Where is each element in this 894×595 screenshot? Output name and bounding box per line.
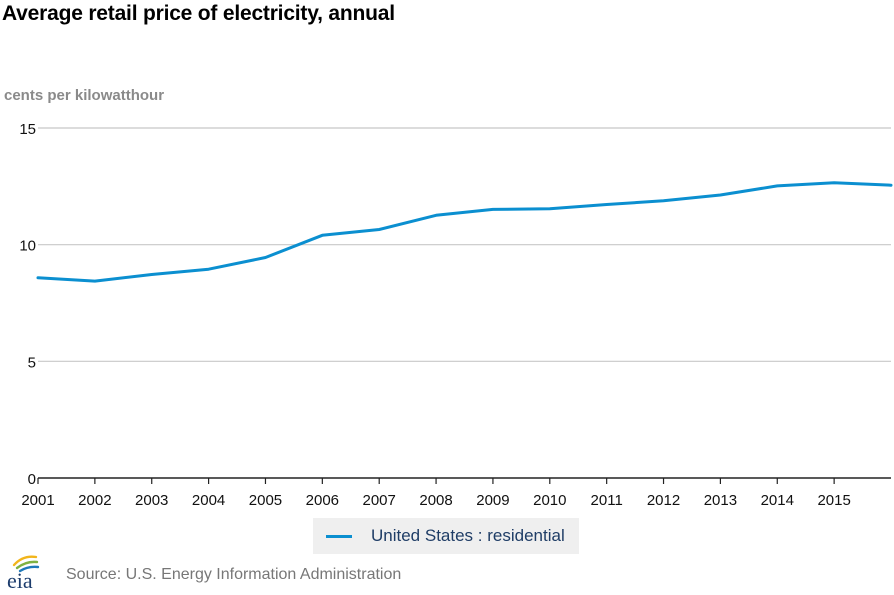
y-tick-label: 0 [28,471,36,488]
legend[interactable]: United States : residential [313,518,579,554]
gridlines [38,127,891,362]
x-tick-label: 2015 [817,492,850,509]
x-tick-label: 2011 [591,492,623,509]
y-tick-label: 10 [19,238,36,255]
y-tick-label: 15 [19,121,36,138]
data-point[interactable] [775,184,779,188]
series-lines [36,181,893,283]
x-tick-label: 2003 [135,492,168,509]
eia-logo: eia [7,555,40,593]
series-line-0 [36,181,893,283]
x-tick-label: 2006 [306,492,339,509]
data-point[interactable] [150,273,154,277]
data-point[interactable] [605,203,609,207]
x-tick-label: 2012 [647,492,680,509]
data-point[interactable] [320,233,324,237]
x-tick-label: 2002 [78,492,111,509]
legend-swatch [326,534,352,538]
x-tick-label: 2010 [533,492,566,509]
data-point[interactable] [93,279,97,283]
eia-logo-arc-green [15,560,39,570]
data-point[interactable] [434,213,438,217]
data-point[interactable] [377,228,381,232]
data-point[interactable] [832,181,836,185]
eia-logo-text: eia [7,568,33,593]
data-point[interactable] [491,207,495,211]
data-point[interactable] [36,276,40,280]
x-tick-label: 2013 [704,492,737,509]
x-tick-label: 2014 [761,492,794,509]
y-tick-label: 5 [28,354,36,371]
x-tick-labels: 2001 2002 2003 2004 2005 2006 2007 2008 2009 2010… [21,492,851,509]
x-tick-label: 2007 [363,492,396,509]
x-tick-label: 2005 [249,492,282,509]
x-tick-label: 2008 [419,492,452,509]
source-note: Source: U.S. Energy Information Administ… [66,566,402,583]
chart-title: Average retail price of electricity, ann… [2,2,395,25]
eia-logo-arc-blue [18,565,40,573]
data-point[interactable] [207,267,211,271]
data-point[interactable] [662,199,666,203]
y-tick-labels: 0 5 10 15 [19,121,36,488]
data-point[interactable] [889,183,893,187]
data-point[interactable] [548,207,552,211]
data-point[interactable] [718,193,722,197]
x-tick-label: 2001 [21,492,54,509]
y-axis-label: cents per kilowatthour [4,87,165,104]
x-axis [37,477,891,484]
x-tick-label: 2009 [476,492,509,509]
data-point[interactable] [263,256,267,260]
x-tick-label: 2004 [192,492,225,509]
eia-logo-arc-yellow [12,555,38,567]
legend-label: United States : residential [371,526,565,545]
